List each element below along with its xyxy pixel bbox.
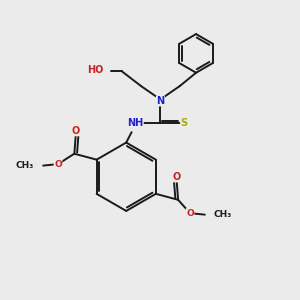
- Text: O: O: [172, 172, 181, 182]
- Text: NH: NH: [127, 118, 143, 128]
- Text: O: O: [72, 126, 80, 136]
- Text: O: O: [54, 160, 62, 169]
- Text: O: O: [186, 209, 194, 218]
- Text: S: S: [181, 118, 188, 128]
- Text: CH₃: CH₃: [214, 210, 232, 219]
- Text: CH₃: CH₃: [16, 161, 34, 170]
- Text: HO: HO: [88, 65, 104, 75]
- Text: N: N: [156, 96, 164, 106]
